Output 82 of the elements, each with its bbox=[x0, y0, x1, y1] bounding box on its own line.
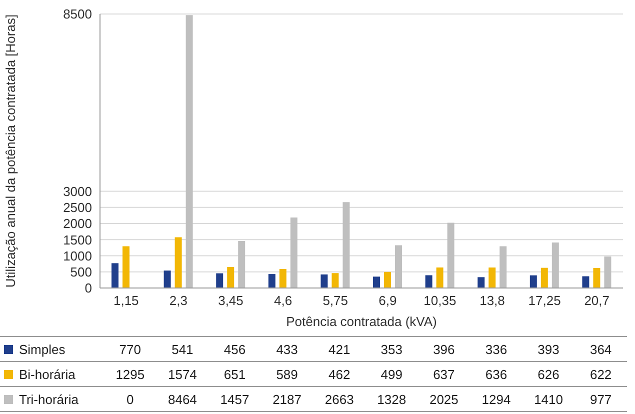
data-label: 1328 bbox=[376, 390, 408, 408]
bar bbox=[112, 263, 119, 288]
data-label: 396 bbox=[432, 340, 456, 358]
bar bbox=[488, 268, 496, 288]
data-label: 1457 bbox=[219, 390, 250, 408]
data-label: 589 bbox=[275, 366, 299, 384]
bar bbox=[384, 272, 392, 288]
legend-label: Tri-horária bbox=[18, 390, 80, 408]
data-label: 2663 bbox=[324, 390, 355, 408]
data-label: 977 bbox=[588, 390, 613, 408]
bar bbox=[279, 269, 286, 288]
bar bbox=[186, 15, 193, 288]
data-label: 636 bbox=[484, 366, 508, 384]
data-label: 770 bbox=[118, 340, 142, 358]
x-axis-title: Potência contratada (kVA) bbox=[286, 314, 437, 329]
y-tick-label: 2000 bbox=[63, 216, 92, 232]
y-tick-label: 1000 bbox=[63, 248, 92, 264]
data-label: 637 bbox=[432, 366, 456, 384]
bar bbox=[373, 276, 380, 288]
x-tick-label: 5,75 bbox=[322, 293, 348, 308]
bar bbox=[164, 270, 171, 288]
y-tick-label: 500 bbox=[70, 264, 92, 280]
data-label: 2187 bbox=[272, 390, 302, 408]
legend-label: Bi-horária bbox=[18, 366, 76, 384]
bar bbox=[227, 267, 234, 288]
x-tick-label: 13,8 bbox=[480, 293, 505, 308]
data-label: 2025 bbox=[428, 390, 460, 408]
data-label: 622 bbox=[588, 366, 613, 384]
bar bbox=[447, 222, 454, 288]
bar bbox=[582, 276, 590, 288]
y-tick-label: 3000 bbox=[63, 184, 92, 199]
data-label: 1574 bbox=[166, 366, 198, 384]
data-label: 651 bbox=[222, 366, 247, 384]
bar bbox=[122, 246, 130, 288]
y-tick-label: 0 bbox=[84, 280, 92, 296]
data-label: 433 bbox=[275, 340, 299, 358]
bar bbox=[320, 274, 328, 288]
bar bbox=[238, 241, 246, 288]
bar bbox=[478, 277, 485, 288]
bar bbox=[342, 202, 350, 288]
data-label: 626 bbox=[536, 366, 560, 384]
bar bbox=[290, 218, 298, 288]
bar bbox=[425, 275, 432, 288]
x-tick-label: 20,7 bbox=[584, 293, 610, 308]
bar bbox=[604, 256, 612, 288]
bar bbox=[593, 268, 600, 288]
bar bbox=[540, 268, 548, 288]
bar bbox=[436, 267, 444, 288]
y-tick-label: 1500 bbox=[63, 232, 92, 248]
data-label: 421 bbox=[327, 340, 352, 358]
y-axis-title: Utilização anual da potência contratada [Horas] bbox=[2, 14, 19, 288]
x-tick-label: 4,6 bbox=[274, 293, 292, 308]
data-label: 456 bbox=[222, 340, 247, 358]
bar bbox=[216, 273, 224, 288]
data-label: 0 bbox=[126, 390, 135, 408]
data-label: 336 bbox=[484, 340, 508, 358]
data-label: 353 bbox=[380, 340, 404, 358]
x-tick-label: 2,3 bbox=[169, 293, 188, 308]
data-label: 499 bbox=[380, 366, 404, 384]
x-tick-label: 10,35 bbox=[424, 293, 456, 308]
data-label: 393 bbox=[536, 340, 560, 358]
x-tick-label: 3,45 bbox=[218, 293, 244, 308]
bar bbox=[268, 274, 276, 288]
bar bbox=[530, 275, 537, 288]
data-label: 541 bbox=[170, 340, 194, 358]
data-label: 1294 bbox=[480, 390, 512, 408]
data-label: 1410 bbox=[533, 390, 564, 408]
bar bbox=[395, 245, 402, 288]
bar bbox=[174, 237, 182, 288]
y-tick-label: 2500 bbox=[63, 200, 92, 216]
bar bbox=[500, 246, 507, 288]
bar bbox=[552, 242, 559, 288]
data-label: 364 bbox=[588, 340, 613, 358]
data-label: 462 bbox=[327, 366, 352, 384]
bar bbox=[332, 273, 339, 288]
x-tick-label: 17,25 bbox=[528, 293, 561, 308]
x-tick-label: 1,15 bbox=[113, 293, 139, 308]
legend-label: Simples bbox=[18, 340, 66, 359]
data-label: 1295 bbox=[114, 366, 146, 384]
y-tick-label: 8500 bbox=[63, 6, 92, 22]
data-label: 8464 bbox=[166, 390, 198, 408]
x-tick-label: 6,9 bbox=[378, 293, 397, 308]
